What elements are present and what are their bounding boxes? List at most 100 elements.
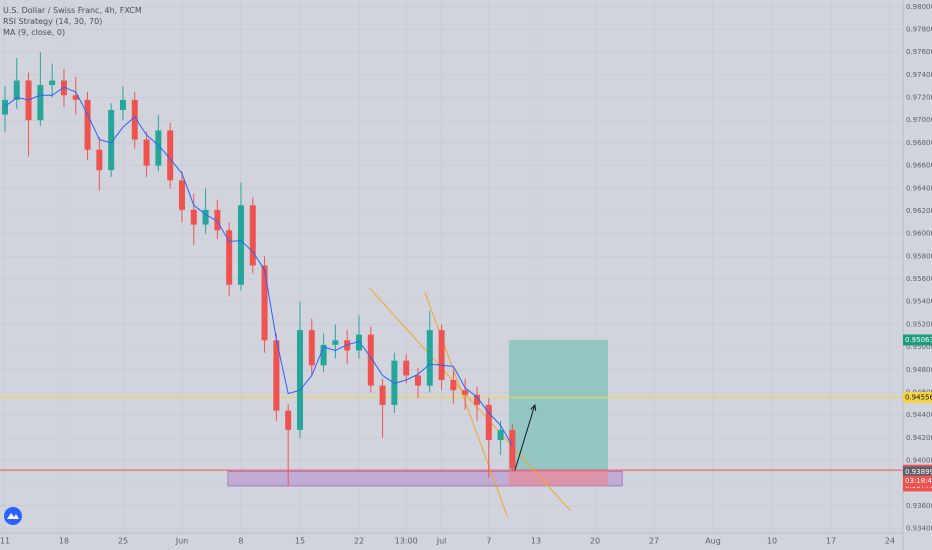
x-tick-label: 17 [826, 537, 836, 546]
x-tick-label: 13:00 [395, 537, 418, 546]
candle-body [285, 410, 292, 430]
logo-icon[interactable] [7, 513, 19, 519]
candle-body [119, 99, 126, 111]
candle-body [155, 130, 162, 166]
candle-body [202, 209, 209, 225]
x-tick-label: 24 [885, 537, 895, 546]
x-tick-label: 20 [590, 537, 600, 546]
candle-body [426, 330, 433, 386]
price-label-bg [903, 466, 932, 478]
candle-body [178, 180, 185, 210]
candle-body [273, 340, 280, 411]
candle-body [37, 85, 44, 121]
candle-body [462, 390, 469, 395]
candle-body [167, 130, 174, 181]
x-tick-label: Jun [175, 537, 189, 546]
position-profit [508, 339, 608, 471]
logo[interactable] [4, 507, 22, 525]
countdown: 03:18:41 [905, 477, 932, 485]
x-tick-label: 13 [531, 537, 541, 546]
position-loss [508, 470, 608, 486]
x-tick-label: 22 [354, 537, 364, 546]
candle-body [296, 330, 303, 430]
price-label-bg [903, 334, 932, 346]
x-tick-label: 11 [0, 537, 10, 546]
x-tick-label: 10 [767, 537, 777, 546]
candle-body [414, 375, 421, 386]
candle-body [320, 344, 327, 366]
candle-body [509, 429, 516, 469]
candle-body [355, 334, 362, 351]
candle-body [367, 334, 374, 386]
indicator-legend: RSI Strategy (14, 30, 70) [3, 17, 102, 26]
candle-body [438, 330, 445, 380]
candle-body [261, 265, 268, 341]
candle-body [450, 380, 457, 391]
indicator-legend: MA (9, close, 0) [3, 28, 65, 37]
candle-body [308, 330, 315, 366]
candle-body [332, 340, 339, 345]
price-label: 0.95063 [905, 336, 932, 344]
candle-body [214, 209, 221, 231]
x-tick-label: 7 [486, 537, 491, 546]
x-tick-label: Jul [436, 537, 447, 546]
candle-body [49, 80, 56, 86]
candle-body [108, 110, 115, 171]
x-tick-label: 18 [59, 537, 69, 546]
x-tick-label: 25 [118, 537, 128, 546]
candle-body [226, 230, 233, 285]
candle-body [485, 404, 492, 441]
x-tick-label: Aug [705, 537, 721, 546]
candle-body [237, 205, 244, 285]
candle-body [344, 340, 351, 351]
countdown-bg [903, 475, 932, 487]
arrow-head [530, 403, 537, 411]
price-label-bg [903, 391, 932, 403]
y-tick-label: 0.98000 [906, 3, 932, 11]
candle-body [143, 139, 150, 166]
chart-title: U.S. Dollar / Swiss Franc, 4h, FXCM [3, 6, 142, 15]
candle-body [497, 429, 504, 441]
x-tick-label: 15 [295, 537, 305, 546]
candle-body [249, 205, 256, 266]
candle-body [190, 209, 197, 225]
candle-body [131, 99, 138, 140]
price-label: 0.93899 [905, 468, 932, 476]
candle-body [96, 149, 103, 171]
candle-body [473, 394, 480, 405]
candle-body [1, 99, 8, 115]
candle-body [72, 95, 79, 100]
candle-body [379, 385, 386, 405]
channel-line [369, 287, 571, 511]
moving-average [4, 86, 513, 447]
candle-body [403, 360, 410, 376]
candle-body [84, 99, 91, 150]
price-label: 0.94556 [905, 393, 932, 401]
candle-body [25, 80, 32, 121]
candle-body [13, 80, 20, 100]
arrow [514, 404, 536, 471]
x-tick-label: 27 [649, 537, 659, 546]
x-tick-label: 8 [238, 537, 243, 546]
